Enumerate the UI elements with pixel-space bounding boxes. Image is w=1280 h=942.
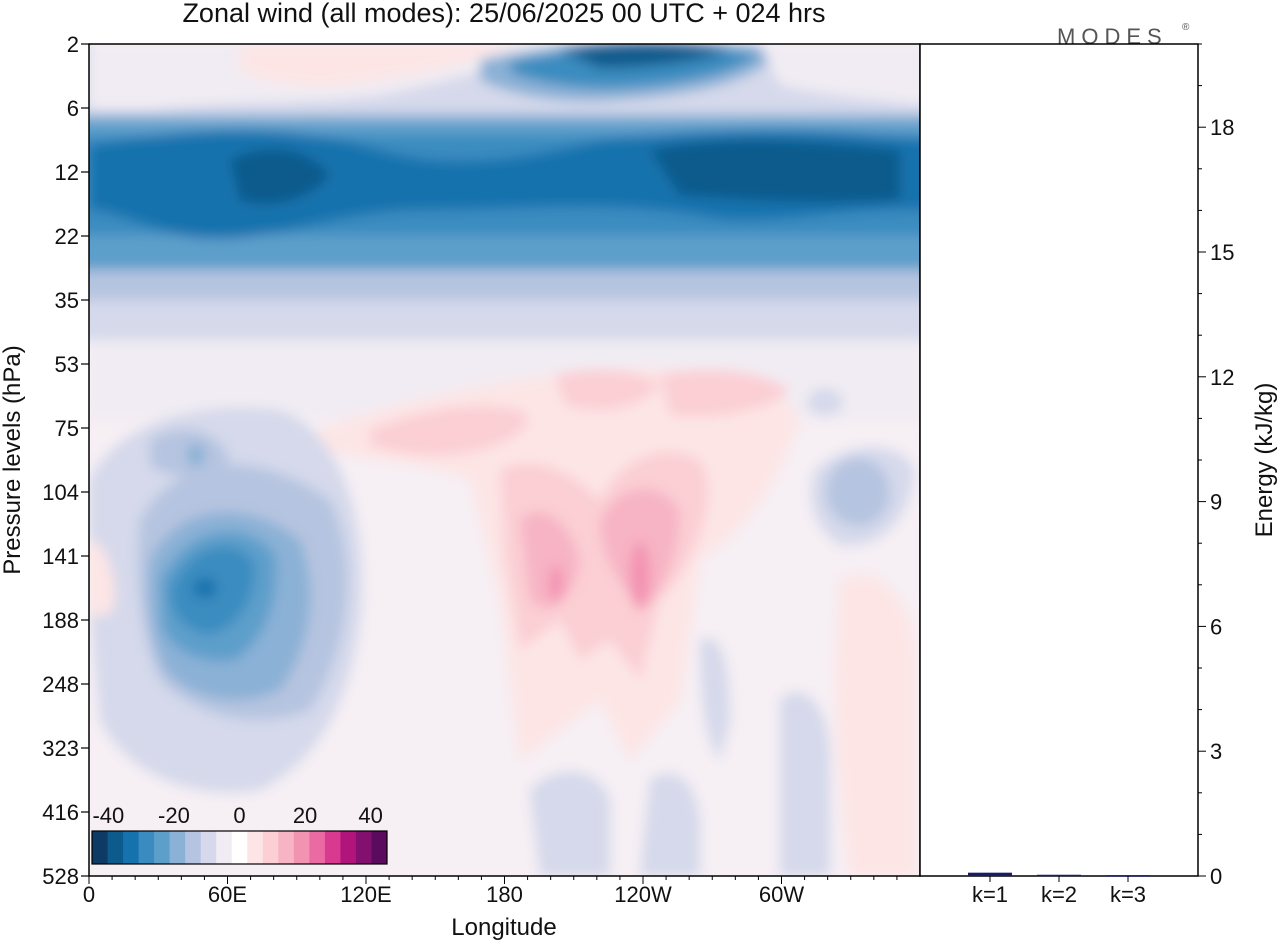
energy-y-axis: 0 3 6 9 12 15 18 — [1198, 43, 1234, 889]
colorbar-swatch — [200, 831, 217, 864]
energy-y-tick-label: 9 — [1210, 490, 1222, 515]
x-axis: 0 60E 120E 180 120W 60W — [83, 876, 898, 907]
logo-registered-mark: ® — [1182, 22, 1190, 33]
y-tick-label: 22 — [55, 224, 79, 249]
colorbar — [91, 830, 388, 865]
y-tick-label: 53 — [55, 352, 79, 377]
y-tick-label: 104 — [42, 480, 79, 505]
colorbar-swatch — [324, 831, 341, 864]
colorbar-tick-label: 0 — [233, 803, 245, 828]
y-tick-label: 416 — [42, 800, 79, 825]
colorbar-swatch — [355, 831, 372, 864]
y-tick-label: 248 — [42, 672, 79, 697]
y-tick-label: 35 — [55, 288, 79, 313]
x-tick-label: 60E — [208, 882, 247, 907]
energy-y-tick-label: 18 — [1210, 115, 1234, 140]
energy-axis-label: Energy (kJ/kg) — [1251, 383, 1278, 538]
colorbar-swatch — [169, 831, 186, 864]
colorbar-swatch — [216, 831, 233, 864]
x-tick-label: 60W — [759, 882, 804, 907]
colorbar-swatch — [185, 831, 202, 864]
energy-bar-k=2 — [1037, 874, 1081, 877]
y-tick-label: 2 — [67, 32, 79, 57]
energy-y-tick-label: 6 — [1210, 614, 1222, 639]
colorbar-swatch — [123, 831, 140, 864]
energy-x-tick-label: k=2 — [1041, 882, 1077, 907]
y-tick-label: 528 — [42, 864, 79, 889]
colorbar-labels: -40 -20 0 20 40 — [92, 803, 382, 828]
x-tick-label: 120W — [614, 882, 672, 907]
energy-bars — [968, 872, 1150, 877]
energy-bar-k=3 — [1106, 875, 1150, 877]
colorbar-swatch — [107, 831, 124, 864]
energy-x-tick-label: k=1 — [972, 882, 1008, 907]
y-axis-label: Pressure levels (hPa) — [0, 345, 26, 574]
energy-y-tick-label: 15 — [1210, 240, 1234, 265]
colorbar-swatch — [138, 831, 155, 864]
energy-y-tick-label: 3 — [1210, 739, 1222, 764]
y-tick-label: 188 — [42, 608, 79, 633]
x-tick-label: 120E — [340, 882, 391, 907]
chart-title: Zonal wind (all modes): 25/06/2025 00 UT… — [182, 0, 825, 28]
colorbar-swatch — [371, 831, 388, 864]
colorbar-swatch — [231, 831, 248, 864]
energy-bar-k=1 — [968, 872, 1012, 876]
colorbar-swatch — [154, 831, 171, 864]
colorbar-swatch — [293, 831, 310, 864]
colorbar-swatch — [309, 831, 326, 864]
energy-x-tick-label: k=3 — [1110, 882, 1146, 907]
x-tick-label: 0 — [83, 882, 95, 907]
y-axis: 2 6 12 22 35 53 75 104 141 188 248 323 416 528 — [42, 32, 89, 889]
heatmap-field — [89, 44, 920, 876]
colorbar-tick-label: 20 — [293, 803, 317, 828]
colorbar-swatch — [92, 831, 109, 864]
x-axis-label: Longitude — [451, 914, 556, 941]
heatmap-panel — [89, 44, 920, 876]
colorbar-swatch — [278, 831, 295, 864]
colorbar-tick-label: 40 — [358, 803, 382, 828]
y-tick-label: 12 — [55, 160, 79, 185]
energy-y-tick-label: 0 — [1210, 864, 1222, 889]
y-tick-label: 323 — [42, 736, 79, 761]
y-tick-label: 6 — [67, 96, 79, 121]
energy-frame — [919, 43, 1199, 877]
colorbar-tick-label: -40 — [92, 803, 124, 828]
energy-panel: k=1 k=2 k=3 0 3 6 9 12 15 18 Energy (kJ/kg) — [919, 43, 1278, 907]
energy-x-axis: k=1 k=2 k=3 — [972, 876, 1146, 907]
energy-y-tick-label: 12 — [1210, 365, 1234, 390]
colorbar-tick-label: -20 — [158, 803, 190, 828]
y-tick-label: 75 — [55, 416, 79, 441]
colorbar-swatch — [340, 831, 357, 864]
x-tick-label: 180 — [486, 882, 523, 907]
y-tick-label: 141 — [42, 544, 79, 569]
colorbar-swatch — [262, 831, 279, 864]
colorbar-frame — [91, 830, 388, 865]
colorbar-swatch — [247, 831, 264, 864]
